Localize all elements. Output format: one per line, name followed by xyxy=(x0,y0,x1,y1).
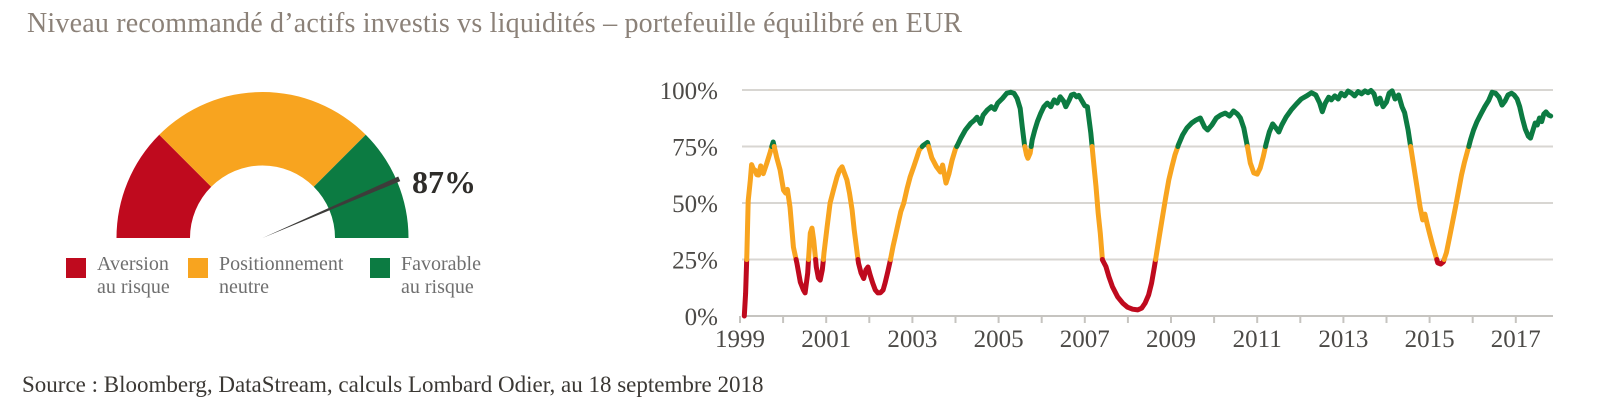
chart-line-segment xyxy=(771,144,799,262)
chart-line-segment xyxy=(888,144,925,262)
x-axis-label: 2003 xyxy=(887,326,937,353)
chart-line-segment xyxy=(793,257,811,296)
x-axis-label: 2001 xyxy=(801,326,851,353)
chart-line-segment xyxy=(855,257,893,296)
x-axis-label: 2013 xyxy=(1318,326,1368,353)
chart-line-segment xyxy=(1028,91,1095,149)
x-axis-label: 2017 xyxy=(1491,326,1541,353)
chart-axis-labels: 0% 25% 50% 75% 100% 1999 2001 2003 2005 2007 2009 2… xyxy=(660,78,1541,353)
x-axis-label: 2009 xyxy=(1146,326,1196,353)
legend-label-line2: au risque xyxy=(97,276,170,298)
chart-line-segment xyxy=(1099,257,1159,313)
x-axis-label: 1999 xyxy=(715,326,765,353)
y-axis-label: 25% xyxy=(672,248,718,275)
legend-label: Positionnement neutre xyxy=(219,253,343,299)
legend-swatch-green xyxy=(370,258,390,278)
y-axis-label: 75% xyxy=(672,135,718,162)
chart-line-segment xyxy=(741,257,750,319)
legend-label-line1: Aversion xyxy=(97,253,169,275)
chart-line-segment xyxy=(1408,144,1440,262)
y-axis-label: 100% xyxy=(660,78,718,105)
gauge-needle-icon xyxy=(262,176,401,238)
page-title: Niveau recommandé d’actifs investis vs l… xyxy=(27,8,963,39)
legend-label-line1: Positionnement xyxy=(219,253,344,275)
legend-item-risk-aversion: Aversion au risque xyxy=(66,253,170,299)
legend-item-neutral: Positionnement neutre xyxy=(188,253,343,299)
legend-label: Favorable au risque xyxy=(401,253,481,299)
chart-gridlines xyxy=(739,89,1553,323)
chart-line-segment xyxy=(1263,88,1414,149)
gauge-value-label: 87% xyxy=(412,164,476,200)
legend-label: Aversion au risque xyxy=(97,253,170,299)
chart-line-segment xyxy=(1022,144,1034,161)
gauge-segment-positionnement-neutre xyxy=(159,92,366,187)
x-axis-label: 2005 xyxy=(974,326,1024,353)
chart-line-segment xyxy=(744,144,775,262)
chart-line-segment xyxy=(954,89,1028,149)
legend-label-line2: au risque xyxy=(401,276,474,298)
gauge-segment-aversion-au-risque xyxy=(116,134,212,238)
source-caption: Source : Bloomberg, DataStream, calculs … xyxy=(22,372,764,397)
x-axis-label: 2011 xyxy=(1233,326,1282,353)
chart-line-series xyxy=(741,88,1554,319)
legend-item-risk-favorable: Favorable au risque xyxy=(370,253,481,299)
y-axis-label: 0% xyxy=(685,304,718,331)
chart-line-segment xyxy=(1153,144,1181,262)
chart-line-segment xyxy=(1441,144,1472,262)
y-axis-label: 50% xyxy=(672,191,718,218)
chart-line-segment xyxy=(1089,144,1105,262)
chart-line-segment xyxy=(926,144,960,186)
legend-label-line2: neutre xyxy=(219,276,269,298)
chart-line-segment xyxy=(806,225,819,262)
legend-label-line1: Favorable xyxy=(401,253,481,275)
chart-line-segment xyxy=(820,164,861,262)
x-axis-label: 2015 xyxy=(1405,326,1455,353)
legend-swatch-orange xyxy=(188,258,208,278)
chart-line-segment xyxy=(1244,144,1268,177)
legend-swatch-red xyxy=(66,258,86,278)
gauge-segments xyxy=(116,92,409,238)
chart-line-segment xyxy=(1175,108,1250,149)
gauge-segment-favorable-au-risque xyxy=(313,134,409,238)
chart-line-segment xyxy=(813,257,826,283)
x-axis-label: 2007 xyxy=(1060,326,1110,353)
chart-line-segment xyxy=(1466,89,1554,149)
